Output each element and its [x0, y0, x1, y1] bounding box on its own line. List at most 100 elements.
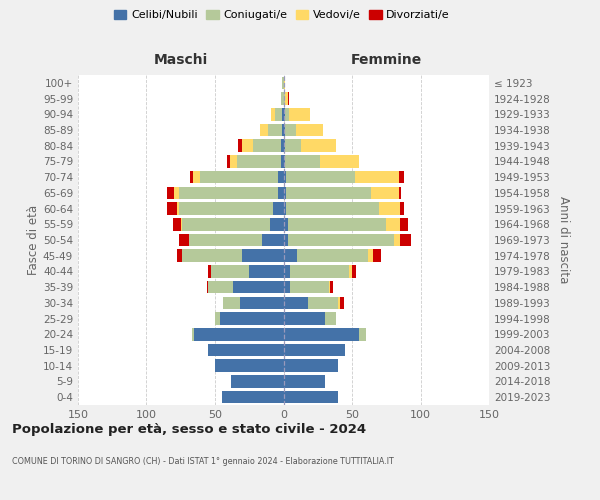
- Bar: [272, 202, 284, 215]
- Bar: [290, 265, 349, 278]
- Bar: [278, 171, 284, 183]
- Text: Popolazione per età, sesso e stato civile - 2024: Popolazione per età, sesso e stato civil…: [12, 422, 366, 436]
- Bar: [284, 391, 338, 404]
- Bar: [193, 171, 200, 183]
- Bar: [400, 202, 404, 215]
- Bar: [194, 328, 284, 340]
- Bar: [394, 234, 400, 246]
- Bar: [173, 218, 181, 230]
- Text: Femmine: Femmine: [350, 54, 422, 68]
- Bar: [285, 124, 296, 136]
- Bar: [215, 360, 284, 372]
- Bar: [282, 108, 284, 120]
- Bar: [400, 234, 411, 246]
- Bar: [284, 360, 338, 372]
- Bar: [211, 265, 249, 278]
- Bar: [287, 92, 289, 105]
- Bar: [290, 281, 329, 293]
- Bar: [200, 171, 278, 183]
- Bar: [270, 218, 284, 230]
- Bar: [227, 155, 230, 168]
- Legend: Celibi/Nubili, Coniugati/e, Vedovi/e, Divorziati/e: Celibi/Nubili, Coniugati/e, Vedovi/e, Di…: [110, 6, 454, 25]
- Bar: [373, 250, 381, 262]
- Bar: [281, 155, 284, 168]
- Bar: [232, 375, 284, 388]
- Bar: [284, 312, 325, 325]
- Bar: [284, 344, 345, 356]
- Bar: [284, 281, 290, 293]
- Bar: [284, 328, 359, 340]
- Bar: [220, 312, 284, 325]
- Bar: [275, 108, 282, 120]
- Bar: [287, 218, 386, 230]
- Bar: [179, 186, 278, 199]
- Bar: [301, 140, 335, 152]
- Bar: [284, 186, 286, 199]
- Bar: [242, 250, 284, 262]
- Bar: [286, 202, 379, 215]
- Bar: [268, 124, 282, 136]
- Bar: [296, 124, 323, 136]
- Bar: [284, 155, 285, 168]
- Bar: [284, 76, 285, 89]
- Bar: [284, 296, 308, 309]
- Bar: [282, 124, 284, 136]
- Bar: [297, 250, 368, 262]
- Bar: [253, 140, 281, 152]
- Bar: [238, 140, 242, 152]
- Bar: [338, 296, 340, 309]
- Bar: [284, 234, 287, 246]
- Bar: [281, 92, 284, 105]
- Bar: [223, 296, 239, 309]
- Bar: [289, 108, 310, 120]
- Bar: [285, 155, 320, 168]
- Bar: [260, 124, 268, 136]
- Bar: [340, 296, 344, 309]
- Bar: [329, 281, 330, 293]
- Y-axis label: Fasce di età: Fasce di età: [27, 205, 40, 275]
- Bar: [167, 202, 176, 215]
- Bar: [398, 171, 404, 183]
- Bar: [286, 171, 355, 183]
- Bar: [320, 155, 359, 168]
- Bar: [262, 234, 284, 246]
- Bar: [215, 312, 220, 325]
- Bar: [284, 265, 290, 278]
- Bar: [278, 186, 284, 199]
- Bar: [355, 171, 398, 183]
- Bar: [284, 124, 285, 136]
- Bar: [249, 265, 284, 278]
- Bar: [233, 281, 284, 293]
- Bar: [284, 92, 285, 105]
- Bar: [239, 296, 284, 309]
- Bar: [222, 391, 284, 404]
- Bar: [179, 202, 272, 215]
- Bar: [281, 140, 284, 152]
- Bar: [182, 218, 270, 230]
- Bar: [379, 202, 400, 215]
- Bar: [182, 250, 242, 262]
- Bar: [352, 265, 356, 278]
- Bar: [284, 375, 325, 388]
- Bar: [174, 186, 179, 199]
- Bar: [192, 328, 194, 340]
- Bar: [179, 234, 189, 246]
- Text: COMUNE DI TORINO DI SANGRO (CH) - Dati ISTAT 1° gennaio 2024 - Elaborazione TUTT: COMUNE DI TORINO DI SANGRO (CH) - Dati I…: [12, 458, 394, 466]
- Bar: [176, 250, 182, 262]
- Text: Maschi: Maschi: [154, 54, 208, 68]
- Bar: [325, 312, 335, 325]
- Bar: [230, 155, 237, 168]
- Bar: [237, 155, 281, 168]
- Bar: [371, 186, 398, 199]
- Bar: [400, 218, 408, 230]
- Bar: [208, 281, 233, 293]
- Bar: [386, 218, 400, 230]
- Bar: [282, 76, 284, 89]
- Bar: [286, 186, 371, 199]
- Bar: [271, 108, 275, 120]
- Bar: [368, 250, 373, 262]
- Bar: [284, 108, 285, 120]
- Bar: [285, 108, 289, 120]
- Bar: [287, 234, 394, 246]
- Bar: [284, 250, 297, 262]
